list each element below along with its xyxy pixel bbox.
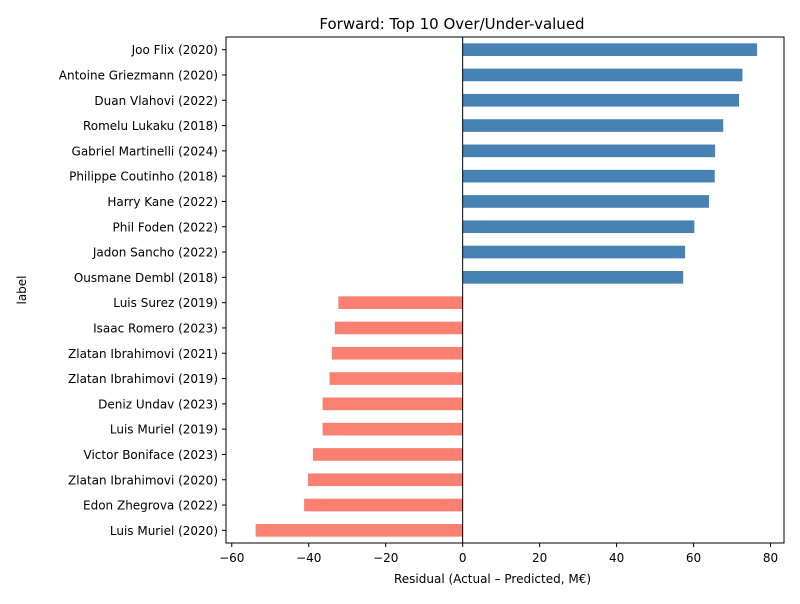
y-tick-label: Antoine Griezmann (2020) bbox=[59, 68, 218, 82]
bar bbox=[462, 169, 715, 183]
bar bbox=[462, 119, 724, 132]
y-tick-label: Gabriel Martinelli (2024) bbox=[72, 144, 218, 158]
y-tick-label: Zlatan Ibrahimovi (2019) bbox=[68, 372, 218, 386]
y-tick-label: Philippe Coutinho (2018) bbox=[69, 170, 218, 184]
x-axis-label: Residual (Actual – Predicted, M€) bbox=[394, 572, 591, 586]
y-tick-label: Isaac Romero (2023) bbox=[93, 321, 218, 335]
bar bbox=[312, 448, 463, 461]
x-tick-label: 20 bbox=[532, 551, 547, 565]
bar bbox=[462, 93, 739, 107]
bar bbox=[322, 397, 463, 411]
y-tick-label: Luis Surez (2019) bbox=[113, 296, 218, 310]
y-tick-label: Ousmane Dembl (2018) bbox=[74, 271, 218, 285]
bar bbox=[307, 473, 463, 487]
y-tick-labels: Joo Flix (2020) Antoine Griezmann (2020) D… bbox=[59, 43, 226, 538]
y-tick-label: Duan Vlahovi (2022) bbox=[94, 94, 218, 108]
y-tick-label: Joo Flix (2020) bbox=[131, 43, 218, 57]
bar bbox=[462, 144, 716, 158]
x-ticks: −60 −40 −20 0 20 40 60 80 bbox=[219, 543, 778, 565]
bar bbox=[329, 372, 463, 385]
bar bbox=[462, 68, 743, 82]
bar bbox=[338, 296, 463, 309]
bar bbox=[334, 321, 463, 335]
bars-group bbox=[255, 43, 758, 537]
y-tick-label: Zlatan Ibrahimovi (2020) bbox=[68, 473, 218, 487]
x-tick-label: −40 bbox=[296, 551, 321, 565]
y-tick-label: Deniz Undav (2023) bbox=[98, 397, 218, 411]
bar bbox=[304, 498, 463, 512]
y-tick-label: Edon Zhegrova (2022) bbox=[83, 499, 218, 513]
bar bbox=[331, 346, 463, 360]
y-tick-label: Victor Boniface (2023) bbox=[84, 448, 218, 462]
bar bbox=[255, 524, 463, 537]
y-tick-label: Phil Foden (2022) bbox=[113, 220, 218, 234]
x-tick-label: −60 bbox=[219, 551, 244, 565]
x-tick-label: −20 bbox=[373, 551, 398, 565]
bar bbox=[462, 195, 709, 208]
bar bbox=[462, 43, 758, 56]
y-tick-label: Romelu Lukaku (2018) bbox=[83, 119, 218, 133]
y-tick-label: Luis Muriel (2020) bbox=[110, 524, 218, 538]
bar bbox=[462, 220, 695, 234]
chart-title: Forward: Top 10 Over/Under-valued bbox=[319, 15, 584, 33]
bar bbox=[462, 271, 684, 284]
y-tick-label: Harry Kane (2022) bbox=[107, 195, 218, 209]
plot-frame bbox=[225, 36, 785, 544]
bar bbox=[322, 422, 463, 436]
x-tick-label: 60 bbox=[686, 551, 701, 565]
bar bbox=[462, 245, 686, 259]
y-axis-label: label bbox=[15, 275, 29, 304]
y-tick-label: Luis Muriel (2019) bbox=[110, 423, 218, 437]
y-tick-label: Jadon Sancho (2022) bbox=[92, 246, 218, 260]
y-tick-label: Zlatan Ibrahimovi (2021) bbox=[68, 347, 218, 361]
x-tick-label: 80 bbox=[763, 551, 778, 565]
x-tick-label: 40 bbox=[609, 551, 624, 565]
x-tick-label: 0 bbox=[459, 551, 467, 565]
